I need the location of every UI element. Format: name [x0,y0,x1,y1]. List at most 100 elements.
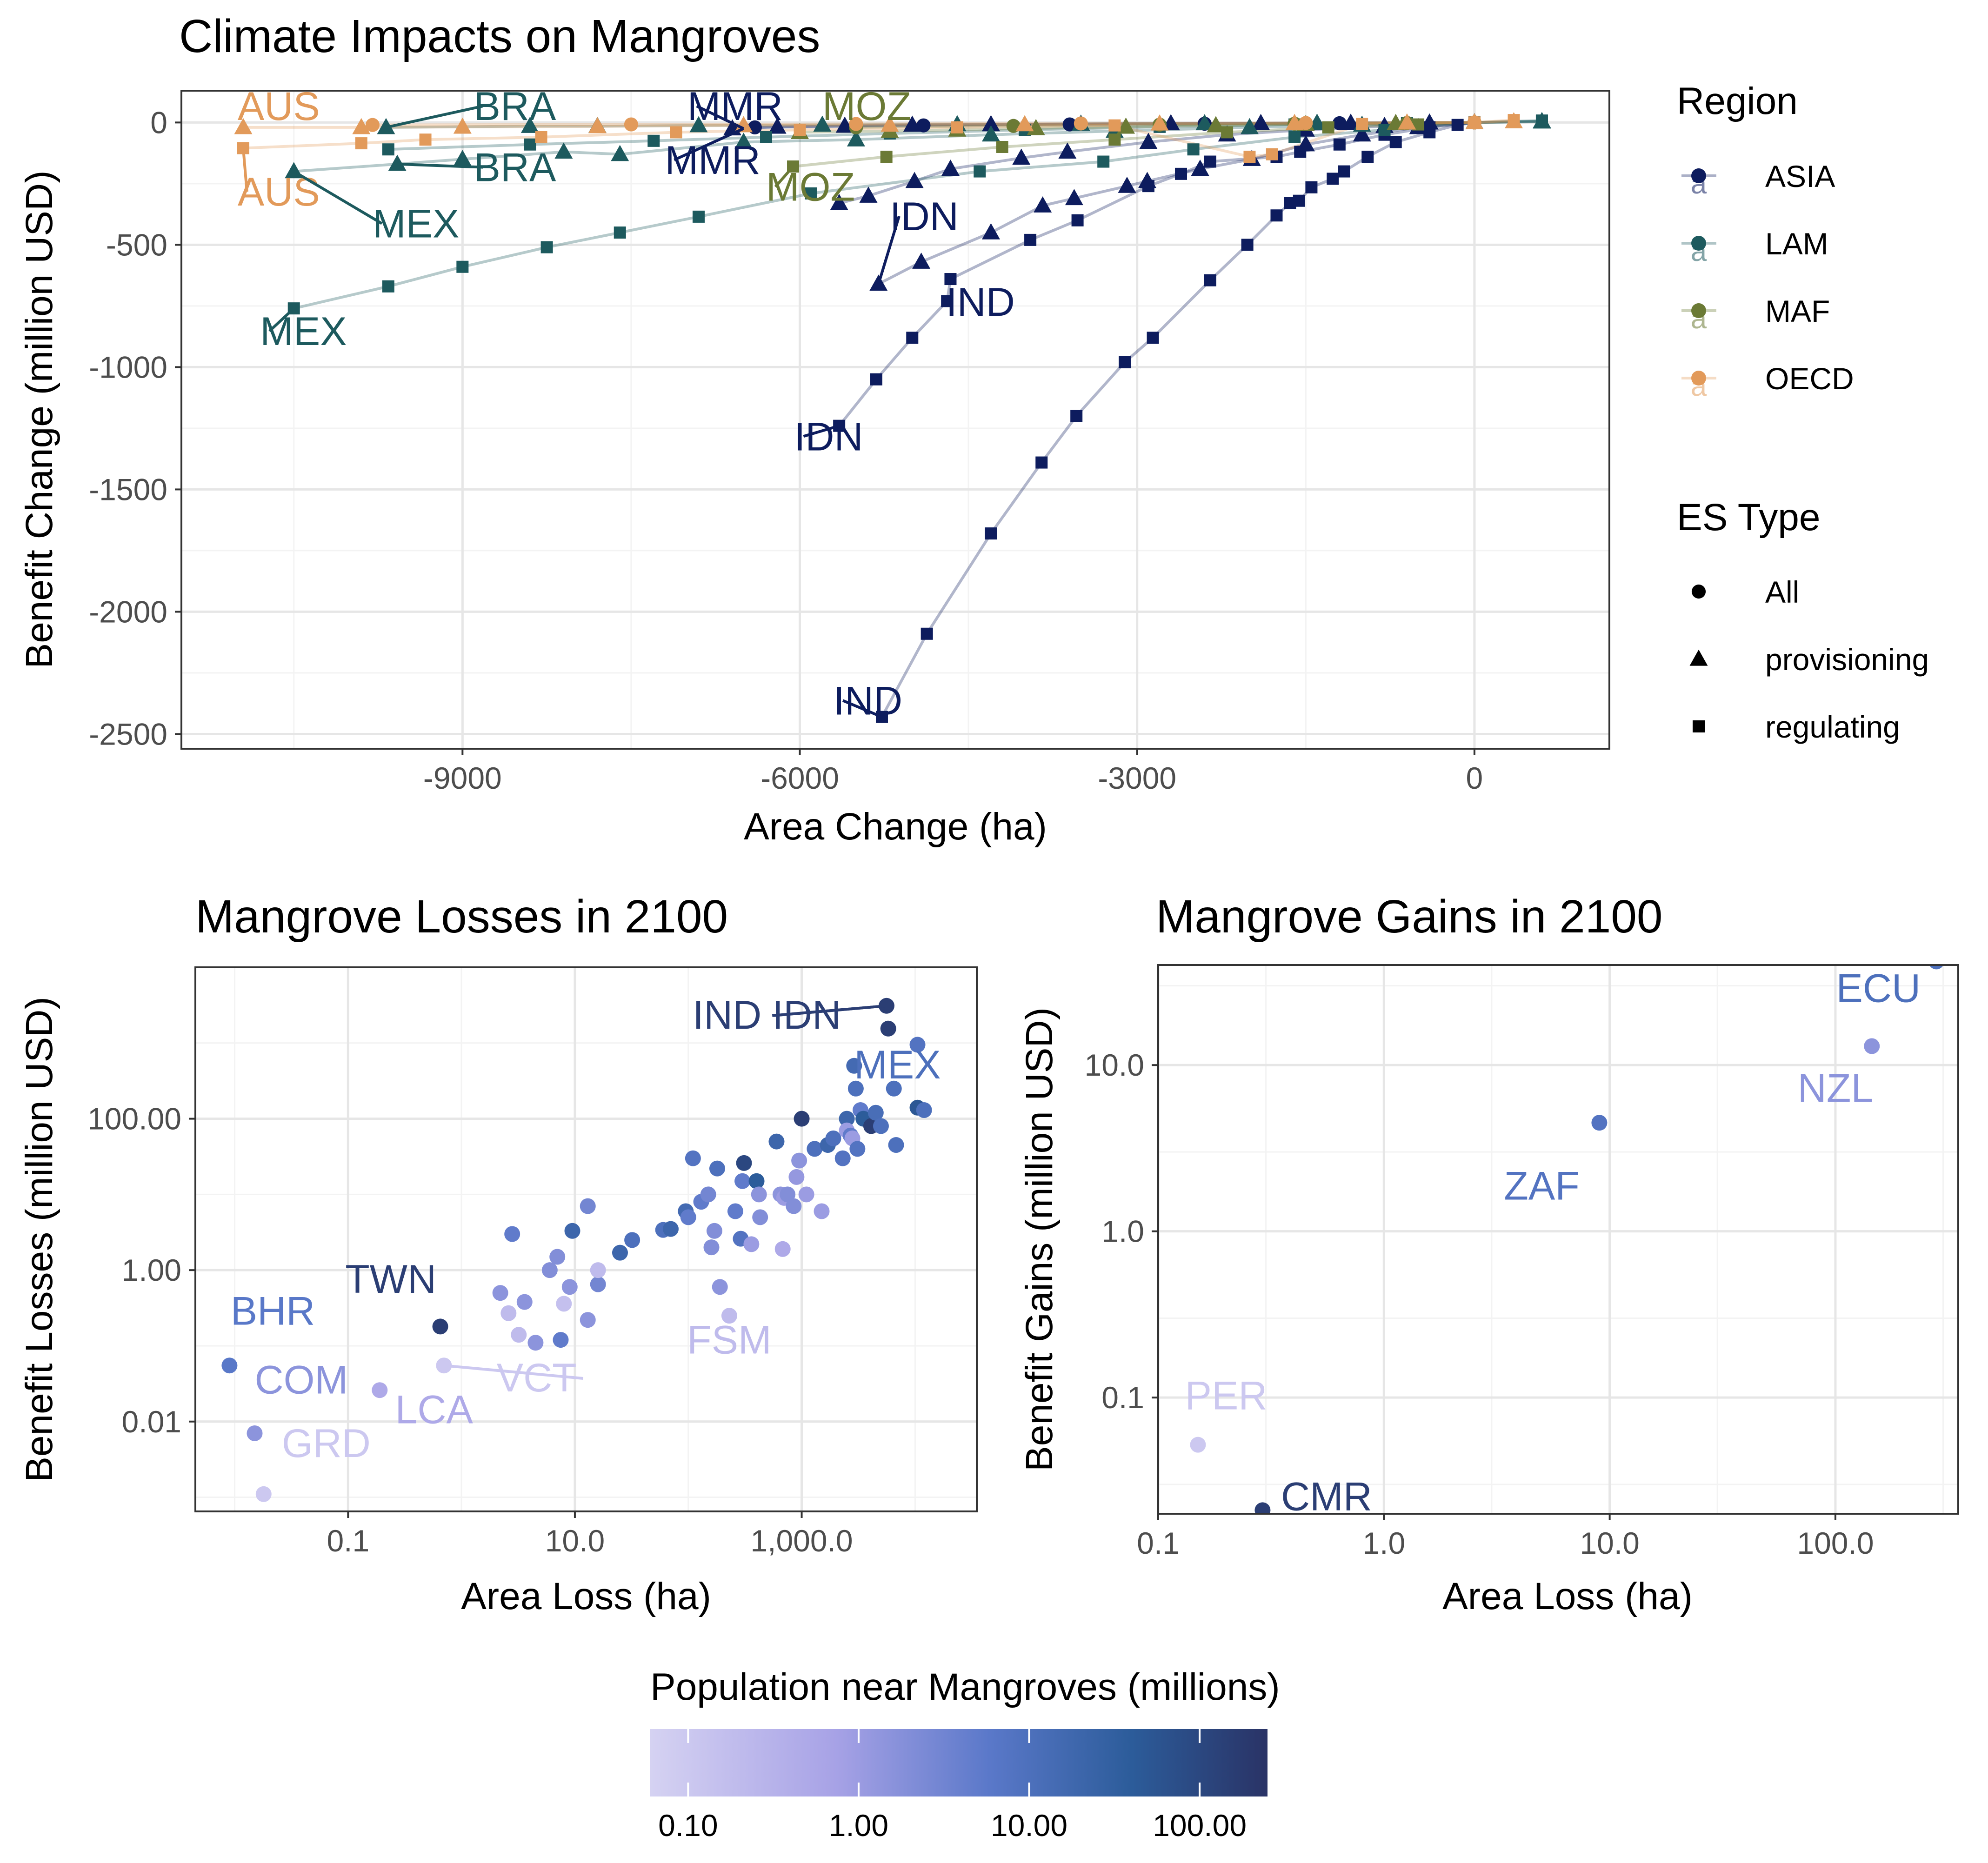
gains-chart-xlabel: Area Loss (ha) [1442,1575,1693,1617]
top-x-tick-label: 0 [1466,761,1483,795]
top-chart-axes: -9000 -6000 -3000 0 0 -500 -1000 -1500 -2000 -250… [89,105,1483,795]
top-point-asia [912,253,931,269]
top-label-leader [842,699,883,719]
losses-chart-axes: 0.1 10.0 1,000.0 0.01 1.00 100.00 [87,1102,853,1558]
top-point-lam [1308,113,1326,130]
gains-point [1864,1038,1880,1054]
losses-chart-grid [195,967,977,1511]
losses-point [511,1327,527,1343]
losses-point [727,1203,743,1219]
losses-label-mex: MEX [854,1043,941,1087]
colorbar-tick-label: 0.10 [658,1808,718,1843]
top-label-aus: AUS [238,170,320,214]
top-y-tick-label: -1000 [89,350,167,384]
top-point-oecd [624,117,639,132]
losses-point [255,1486,272,1502]
top-chart-border [180,90,1610,750]
legend-key-glyph-maf: a [1691,303,1707,335]
top-label-mmr: MMR [687,84,783,129]
losses-point [794,1111,810,1127]
losses-point [849,1141,866,1157]
top-y-tick-label: 0 [150,105,167,140]
losses-point [516,1294,533,1310]
top-point-asia [1270,209,1283,222]
legend-key-glyph-lam: a [1691,235,1707,267]
losses-point [680,1209,696,1225]
losses-point [834,1150,851,1166]
top-point-asia [1118,176,1136,193]
gains-y-tick-label: 1.0 [1101,1214,1144,1249]
gains-chart-title: Mangrove Gains in 2100 [1156,891,1663,943]
colorbar-gradient [650,1729,1268,1796]
top-point-oecd [1150,114,1169,131]
losses-point [432,1318,448,1335]
legend-label-maf: MAF [1765,294,1830,328]
top-point-maf [996,140,1008,153]
losses-chart-points [221,998,932,1502]
top-point-asia [1034,196,1052,213]
legend-key-point-lam [1691,236,1706,251]
top-point-lam [554,142,573,159]
losses-chart: Mangrove Losses in 2100 BHR COM GRD LCA TWN V… [18,891,978,1617]
top-point-maf [1207,116,1225,133]
losses-label-twn: TWN [345,1257,436,1302]
top-point-oecd [588,117,607,133]
losses-point [553,1332,569,1348]
losses-point [590,1276,606,1292]
losses-point [780,1186,796,1203]
gains-x-tick-label: 100.0 [1797,1526,1874,1560]
gains-point [1929,965,1944,970]
top-label-leader [293,170,383,225]
losses-point [712,1279,728,1295]
top-point-asia [1296,135,1315,152]
legend-region-items: a ASIA a LAM a MAF a OECD [1681,159,1854,402]
losses-label-bhr: BHR [231,1289,315,1334]
gains-point [1591,1115,1608,1131]
top-point-lam [1240,118,1259,134]
losses-point [873,1118,889,1134]
top-point-lam [760,131,773,143]
top-label-mmr: MMR [665,138,760,183]
losses-point [709,1160,725,1177]
top-point-asia [1058,142,1077,159]
losses-point [736,1155,752,1171]
top-point-lam [382,280,394,293]
top-point-asia [1327,173,1339,185]
top-x-tick-label: -9000 [423,761,502,795]
legend-key-point-maf [1691,303,1706,318]
top-point-oecd [1467,115,1482,130]
losses-chart-border [194,966,978,1512]
top-point-asia [859,186,878,203]
top-point-lam [520,117,539,133]
top-label-bra: BRA [474,146,556,190]
top-label-idn: IDN [794,414,863,459]
gains-chart-points [1190,965,1944,1514]
top-chart-title: Climate Impacts on Mangroves [179,10,820,62]
gains-point [1254,1502,1271,1514]
gains-x-tick-label: 10.0 [1580,1526,1639,1560]
losses-point [549,1249,566,1265]
top-x-tick-label: -6000 [761,761,839,795]
top-point-asia [1191,160,1209,176]
top-chart: Climate Impacts on Mangroves AUS AUS BRA BR… [18,10,1929,848]
top-point-asia [1451,119,1464,131]
top-point-asia [916,118,931,133]
top-point-lam [453,150,472,166]
losses-y-tick-label: 100.00 [87,1102,181,1136]
top-chart-grid [181,91,1609,749]
losses-point [886,1080,902,1097]
losses-label-ind: IND [693,993,761,1038]
losses-point [734,1173,751,1189]
gains-chart-panel [1158,965,1958,1514]
top-point-oecd [1356,118,1368,130]
top-point-oecd [1243,151,1256,163]
top-point-lam [611,145,629,161]
top-point-asia [1175,167,1187,180]
losses-chart-xlabel: Area Loss (ha) [461,1575,711,1617]
top-point-lam [382,143,394,156]
top-point-asia [941,295,954,307]
top-chart-xlabel: Area Change (ha) [744,805,1047,848]
top-point-asia [1024,233,1037,246]
top-label-leader [397,162,483,169]
losses-point [788,1169,805,1185]
